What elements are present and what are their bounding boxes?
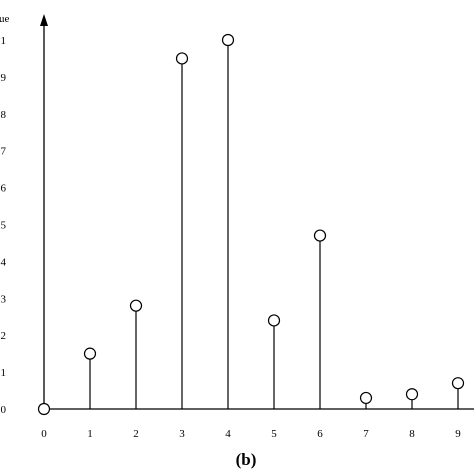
panel-label: (b) <box>236 450 257 469</box>
stem-marker <box>175 52 189 65</box>
y-tick-label: .1 <box>0 367 6 379</box>
y-axis-label: ue <box>0 13 10 25</box>
x-tick-label: 4 <box>225 428 231 440</box>
x-tick-label: 8 <box>409 428 415 440</box>
stems <box>89 40 459 409</box>
x-tick-label: 0 <box>41 428 47 440</box>
y-tick-label: .9 <box>0 72 7 84</box>
y-tick-label: .8 <box>0 109 7 121</box>
x-tick-label: 5 <box>271 428 277 440</box>
stem-marker <box>267 314 281 327</box>
axes <box>40 14 474 410</box>
stem-marker <box>129 299 143 312</box>
markers <box>37 33 465 416</box>
y-tick-label: 1 <box>1 35 7 47</box>
stem-marker <box>83 347 97 360</box>
x-tick-label: 1 <box>87 428 93 440</box>
stem-marker <box>37 402 51 416</box>
stem-marker <box>313 229 327 242</box>
stem-marker <box>221 33 235 47</box>
x-tick-labels: 0 1 2 3 4 5 6 7 8 9 <box>41 428 461 440</box>
x-tick-label: 6 <box>317 428 323 440</box>
y-tick-label: .6 <box>0 183 7 195</box>
x-tick-label: 3 <box>179 428 185 440</box>
x-tick-label: 7 <box>363 428 369 440</box>
stem-marker <box>359 391 373 405</box>
y-tick-label: .2 <box>0 330 6 342</box>
y-tick-label: .7 <box>0 146 7 158</box>
stem-marker <box>405 388 419 401</box>
x-tick-label: 2 <box>133 428 139 440</box>
stem-marker <box>451 377 465 390</box>
y-axis-arrow <box>40 14 48 26</box>
x-tick-label: 9 <box>455 428 461 440</box>
y-tick-label: .3 <box>0 293 7 305</box>
y-tick-label: 0 <box>1 404 7 416</box>
y-tick-label: .5 <box>0 220 7 232</box>
y-tick-labels: 0 .1 .2 .3 .4 .5 .6 .7 .8 .9 1 <box>0 35 7 416</box>
y-tick-label: .4 <box>0 256 7 268</box>
